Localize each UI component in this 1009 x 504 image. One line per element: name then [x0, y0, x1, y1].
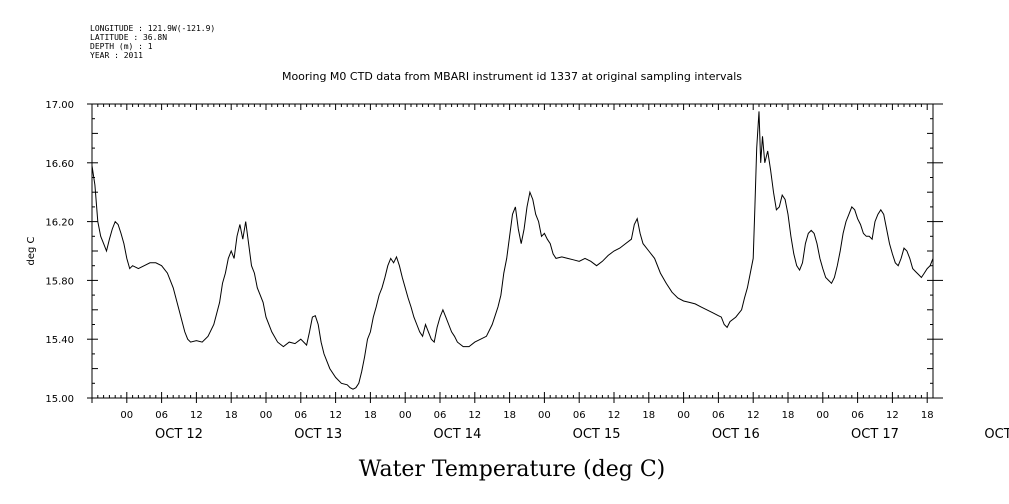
y-tick-label: 17.00: [45, 100, 74, 111]
x-tick-label: 12: [608, 410, 621, 421]
x-tick-label: 06: [712, 410, 725, 421]
x-tick-label: 12: [468, 410, 481, 421]
x-tick-label: 18: [364, 410, 377, 421]
metadata-line: DEPTH (m) : 1: [90, 42, 153, 51]
y-tick-label: 16.60: [45, 159, 74, 170]
metadata-line: LATITUDE : 36.8N: [90, 33, 167, 42]
x-day-label: OCT 14: [433, 427, 481, 442]
y-axis-label: deg C: [26, 236, 37, 265]
y-tick-label: 16.20: [45, 218, 74, 229]
plot-frame: [91, 103, 934, 399]
x-day-label: OCT 18: [984, 427, 1009, 442]
x-tick-label: 06: [294, 410, 307, 421]
x-tick-label: 00: [816, 410, 829, 421]
x-tick-label: 00: [260, 410, 273, 421]
x-tick-label: 06: [434, 410, 447, 421]
x-tick-label: 00: [120, 410, 133, 421]
temperature-series-line: [91, 111, 934, 390]
y-axis: 15.00 15.40 15.80 16.20 16.60 17.00: [45, 100, 943, 405]
metadata-line: YEAR : 2011: [90, 51, 143, 60]
x-day-label: OCT 13: [294, 427, 342, 442]
metadata-block: LONGITUDE : 121.9W(-121.9)LATITUDE : 36.…: [90, 24, 215, 60]
x-day-label: OCT 16: [712, 427, 760, 442]
x-tick-label: 18: [782, 410, 795, 421]
x-day-label: OCT 15: [573, 427, 621, 442]
x-tick-label: 06: [155, 410, 168, 421]
x-tick-label: 00: [538, 410, 551, 421]
x-tick-label: 18: [225, 410, 238, 421]
x-day-label: OCT 17: [851, 427, 899, 442]
x-tick-label: 00: [399, 410, 412, 421]
y-tick-label: 15.40: [45, 335, 74, 346]
x-tick-label: 18: [921, 410, 934, 421]
x-tick-label: 12: [329, 410, 342, 421]
x-axis-label: Water Temperature (deg C): [359, 457, 666, 482]
x-tick-label: 18: [642, 410, 655, 421]
metadata-line: LONGITUDE : 121.9W(-121.9): [90, 24, 215, 33]
x-tick-label: 18: [503, 410, 516, 421]
x-tick-label: 06: [851, 410, 864, 421]
x-tick-label: 12: [747, 410, 760, 421]
x-tick-label: 06: [573, 410, 586, 421]
x-tick-label: 12: [190, 410, 203, 421]
chart-title: Mooring M0 CTD data from MBARI instrumen…: [282, 70, 742, 83]
y-tick-label: 15.00: [45, 394, 74, 405]
x-day-label: OCT 12: [155, 427, 203, 442]
x-tick-label: 00: [677, 410, 690, 421]
y-tick-label: 15.80: [45, 276, 74, 287]
x-tick-label: 12: [886, 410, 899, 421]
x-axis: 00 06 12 18 00 06 12 18 00 06 12 18 00 06 12 18 00 06 12 18…: [91, 104, 1009, 442]
